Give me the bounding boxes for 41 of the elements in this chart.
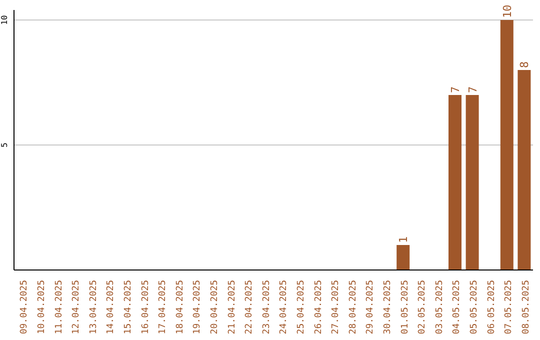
x-tick-label: 04.05.2025 [452,280,462,334]
bar [518,70,531,270]
bar [500,20,514,270]
x-tick-label: 15.04.2025 [123,280,134,334]
x-tick-label: 26.04.2025 [314,280,324,334]
x-tick-label: 12.04.2025 [72,280,82,334]
x-tick-label: 07.05.2025 [504,280,514,334]
bar [396,245,410,270]
x-tick-label: 10.04.2025 [36,280,47,334]
x-tick-label: 08.05.2025 [521,280,532,334]
x-tick-label: 03.05.2025 [434,280,445,334]
data-label: 8 [518,61,532,68]
x-tick-label: 13.04.2025 [88,280,99,334]
x-tick-label: 29.04.2025 [366,280,376,334]
bar [466,95,479,270]
x-tick-label: 14.04.2025 [106,280,116,334]
x-tick-label: 20.04.2025 [210,280,220,334]
x-tick-label: 16.04.2025 [140,280,151,334]
x-tick-label: 28.04.2025 [348,280,358,334]
x-tick-label: 22.04.2025 [244,280,255,334]
x-tick-label: 09.04.2025 [20,280,30,334]
x-tick-label: 25.04.2025 [296,280,306,334]
data-label: 10 [500,4,514,18]
x-tick-label: 24.04.2025 [279,280,290,334]
x-tick-label: 23.04.2025 [262,280,272,334]
x-tick-label: 05.05.2025 [469,280,480,334]
x-tick-label: 17.04.2025 [158,280,168,334]
x-tick-label: 21.04.2025 [227,280,238,334]
x-tick-label: 18.04.2025 [175,280,186,334]
x-tick-label: 02.05.2025 [418,280,428,334]
x-tick-label: 11.04.2025 [54,280,64,334]
data-label: 7 [466,86,480,93]
y-tick-label: 5 [0,142,9,148]
bar [448,95,462,270]
data-label: 1 [397,236,410,243]
x-tick-label: 30.04.2025 [382,280,393,334]
x-tick-label: 06.05.2025 [486,280,497,334]
x-tick-label: 19.04.2025 [192,280,203,334]
x-tick-label: 01.05.2025 [400,280,410,334]
data-label: 7 [449,86,462,93]
x-tick-label: 27.04.2025 [331,280,342,334]
